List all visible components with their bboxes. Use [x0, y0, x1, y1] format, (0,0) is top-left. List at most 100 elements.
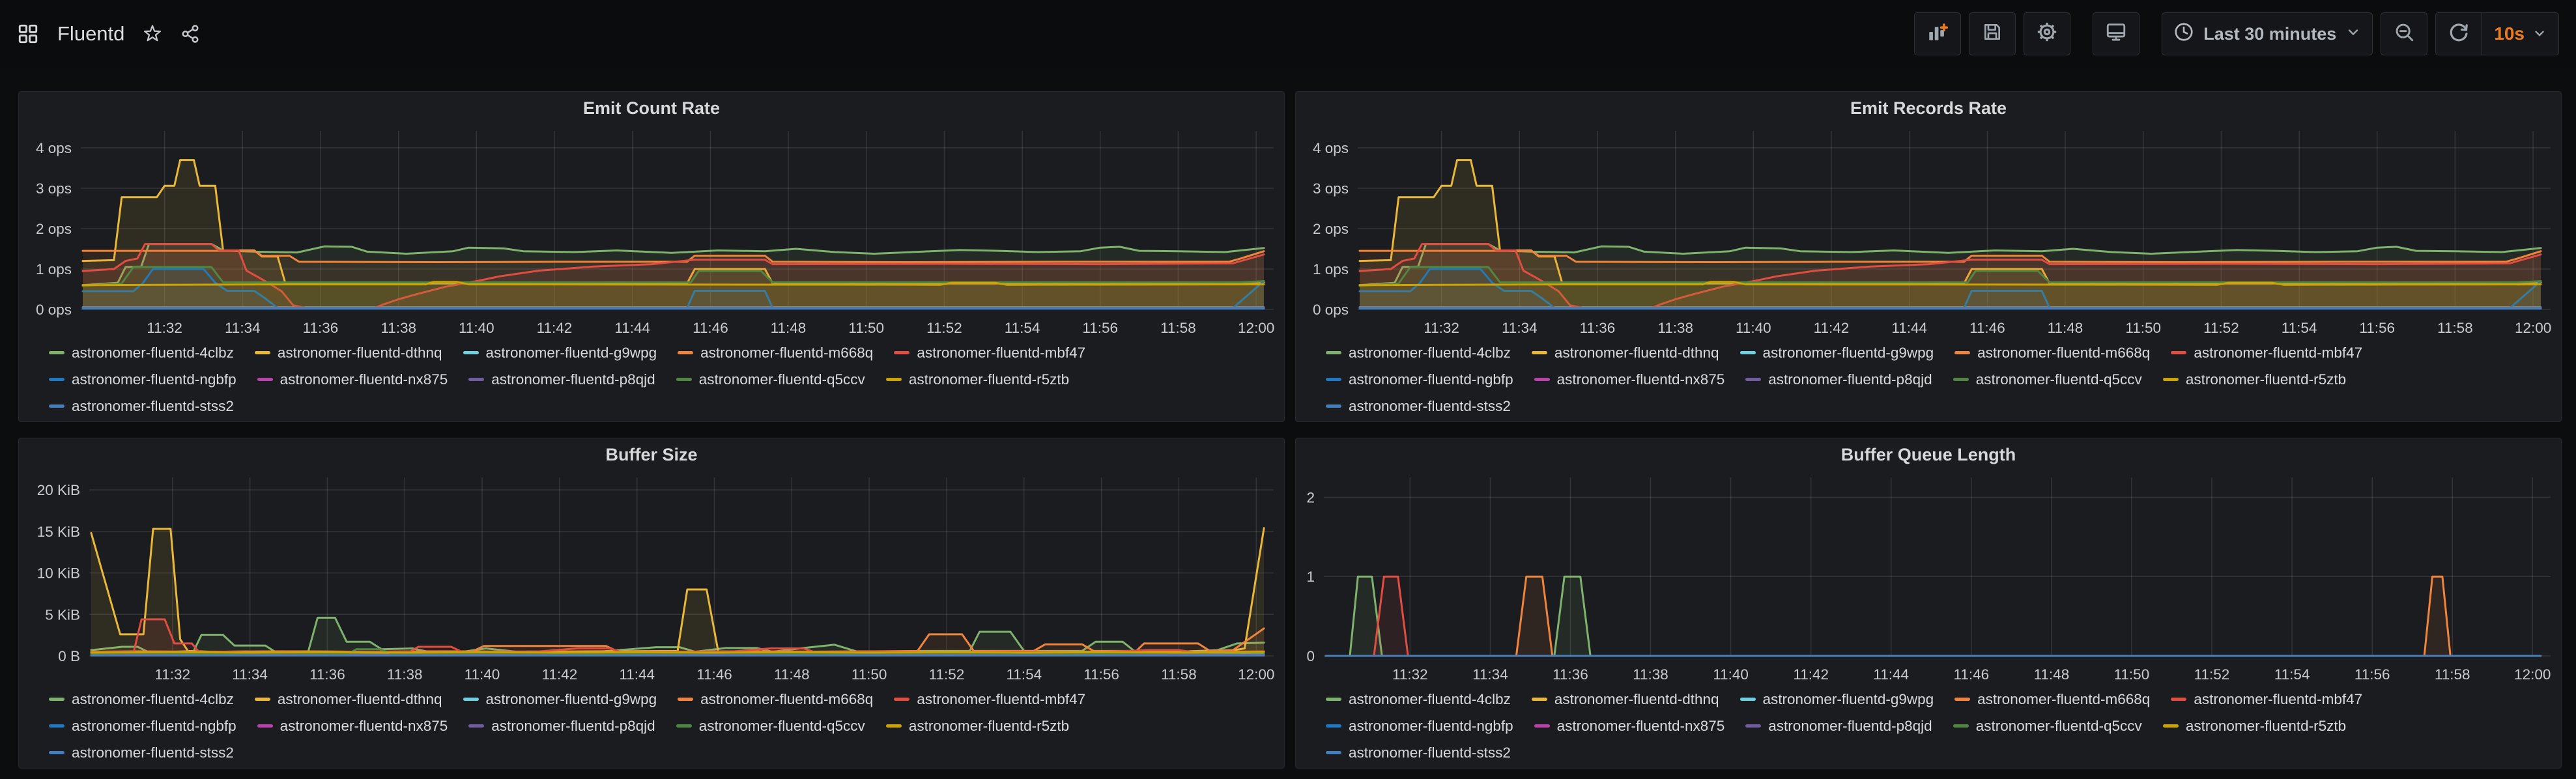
legend-series-color — [1954, 351, 1971, 354]
legend-item[interactable]: astronomer-fluentd-mbf47 — [894, 690, 1085, 709]
legend-series-name: astronomer-fluentd-r5ztb — [908, 717, 1070, 734]
star-icon[interactable] — [143, 24, 162, 44]
legend-item[interactable]: astronomer-fluentd-g9wpg — [463, 343, 657, 362]
legend-item[interactable]: astronomer-fluentd-r5ztb — [885, 716, 1070, 735]
legend-item[interactable]: astronomer-fluentd-nx875 — [257, 716, 448, 735]
legend-series-color — [1531, 698, 1547, 701]
svg-text:11:40: 11:40 — [459, 320, 494, 336]
legend-item[interactable]: astronomer-fluentd-stss2 — [49, 743, 234, 762]
legend-series-name: astronomer-fluentd-q5ccv — [1975, 371, 2142, 388]
svg-text:11:48: 11:48 — [774, 666, 810, 683]
dashboard-grid-icon[interactable] — [17, 23, 39, 45]
panel-title[interactable]: Buffer Size — [605, 444, 698, 464]
legend-item[interactable]: astronomer-fluentd-ngbfp — [49, 716, 236, 735]
dashboard-title[interactable]: Fluentd — [57, 22, 125, 45]
legend-item[interactable]: astronomer-fluentd-mbf47 — [2171, 343, 2362, 362]
legend-item[interactable]: astronomer-fluentd-dthnq — [1531, 690, 1719, 709]
legend-item[interactable]: astronomer-fluentd-dthnq — [254, 690, 442, 709]
zoom-out-icon — [2394, 21, 2414, 47]
legend-item[interactable]: astronomer-fluentd-m668q — [678, 690, 873, 709]
svg-text:11:50: 11:50 — [2125, 320, 2161, 336]
svg-text:0 ops: 0 ops — [36, 302, 72, 318]
legend-item[interactable]: astronomer-fluentd-stss2 — [1326, 397, 1511, 416]
legend-item[interactable]: astronomer-fluentd-m668q — [1954, 690, 2150, 709]
chart-emit-records-rate[interactable]: 0 ops 1 ops 2 ops 3 ops 4 ops 11:32 11:34 11:36… — [1296, 124, 2561, 339]
svg-text:2 ops: 2 ops — [36, 221, 72, 237]
legend-item[interactable]: astronomer-fluentd-ngbfp — [49, 370, 236, 389]
legend-item[interactable]: astronomer-fluentd-4clbz — [49, 343, 234, 362]
legend-item[interactable]: astronomer-fluentd-r5ztb — [2162, 370, 2346, 389]
chart-canvas[interactable]: 0 1 2 11:32 11:34 11:36 11:38 11:40 11:42 11:44 11… — [1296, 471, 2561, 686]
legend-item[interactable]: astronomer-fluentd-q5ccv — [1953, 716, 2142, 735]
legend-item[interactable]: astronomer-fluentd-mbf47 — [894, 343, 1085, 362]
panel-title[interactable]: Buffer Queue Length — [1840, 444, 2016, 464]
svg-text:11:34: 11:34 — [232, 666, 268, 683]
dashboard-settings-button[interactable] — [2024, 12, 2071, 55]
legend-item[interactable]: astronomer-fluentd-g9wpg — [1739, 343, 1934, 362]
time-range-picker[interactable]: Last 30 minutes — [2162, 12, 2373, 55]
legend-item[interactable]: astronomer-fluentd-p8qjd — [468, 370, 655, 389]
legend-series-name: astronomer-fluentd-stss2 — [1349, 397, 1511, 414]
legend-item[interactable]: astronomer-fluentd-p8qjd — [1745, 716, 1932, 735]
legend-item[interactable]: astronomer-fluentd-stss2 — [49, 397, 234, 416]
legend-item[interactable]: astronomer-fluentd-m668q — [1954, 343, 2150, 362]
legend-item[interactable]: astronomer-fluentd-mbf47 — [2171, 690, 2362, 709]
save-dashboard-button[interactable] — [1969, 12, 2016, 55]
chart-buffer-queue-length[interactable]: 0 1 2 11:32 11:34 11:36 11:38 11:40 11:42 11:44 11… — [1296, 471, 2561, 686]
add-panel-button[interactable] — [1914, 12, 1962, 55]
legend-series-color — [49, 724, 64, 728]
legend-item[interactable]: astronomer-fluentd-m668q — [678, 343, 873, 362]
legend-item[interactable]: astronomer-fluentd-g9wpg — [463, 690, 657, 709]
legend-series-name: astronomer-fluentd-q5ccv — [698, 717, 865, 734]
panel-title[interactable]: Emit Count Rate — [582, 98, 720, 118]
legend-item[interactable]: astronomer-fluentd-q5ccv — [676, 370, 865, 389]
dashboard-grid: Emit Count Rate 0 ops 1 ops 2 ops 3 ops 4 op… — [0, 68, 2576, 779]
legend-item[interactable]: astronomer-fluentd-nx875 — [1534, 370, 1724, 389]
legend-item[interactable]: astronomer-fluentd-r5ztb — [2162, 716, 2346, 735]
legend-item[interactable]: astronomer-fluentd-nx875 — [257, 370, 448, 389]
chart-canvas[interactable]: 0 ops 1 ops 2 ops 3 ops 4 ops 11:32 11:34 11:36… — [19, 124, 1284, 339]
svg-text:11:36: 11:36 — [1553, 666, 1588, 683]
legend: astronomer-fluentd-4clbz astronomer-fluen… — [19, 686, 1284, 768]
svg-text:11:32: 11:32 — [147, 320, 182, 336]
legend-item[interactable]: astronomer-fluentd-q5ccv — [1953, 370, 2142, 389]
legend-item[interactable]: astronomer-fluentd-ngbfp — [1326, 370, 1513, 389]
legend-series-name: astronomer-fluentd-ngbfp — [1349, 371, 1513, 388]
legend-series-color — [1954, 698, 1971, 701]
legend-series-color — [2162, 724, 2179, 728]
cycle-view-button[interactable] — [2093, 12, 2140, 55]
share-icon[interactable] — [180, 24, 200, 44]
refresh-button[interactable] — [2436, 13, 2482, 55]
add-panel-icon — [1926, 21, 1949, 48]
legend-series-name: astronomer-fluentd-dthnq — [1554, 344, 1719, 361]
svg-text:11:54: 11:54 — [1005, 320, 1040, 336]
legend-item[interactable]: astronomer-fluentd-ngbfp — [1326, 716, 1513, 735]
legend-item[interactable]: astronomer-fluentd-g9wpg — [1739, 690, 1934, 709]
panel-title[interactable]: Emit Records Rate — [1850, 98, 2007, 118]
legend-item[interactable]: astronomer-fluentd-nx875 — [1534, 716, 1724, 735]
chart-buffer-size[interactable]: 0 B 5 KiB 10 KiB 15 KiB 20 KiB 11:32 11:34 11:3… — [19, 471, 1284, 686]
legend-item[interactable]: astronomer-fluentd-q5ccv — [676, 716, 865, 735]
chart-canvas[interactable]: 0 ops 1 ops 2 ops 3 ops 4 ops 11:32 11:34 11:36… — [1296, 124, 2561, 339]
refresh-interval-dropdown[interactable]: 10s — [2482, 13, 2558, 55]
legend-item[interactable]: astronomer-fluentd-4clbz — [49, 690, 234, 709]
legend-series-name: astronomer-fluentd-m668q — [1977, 344, 2151, 361]
legend-item[interactable]: astronomer-fluentd-p8qjd — [1745, 370, 1932, 389]
chart-canvas[interactable]: 0 B 5 KiB 10 KiB 15 KiB 20 KiB 11:32 11:34 11:3… — [19, 471, 1284, 686]
legend: astronomer-fluentd-4clbz astronomer-fluen… — [1296, 339, 2561, 421]
legend-series-name: astronomer-fluentd-m668q — [1977, 690, 2151, 707]
svg-text:1 ops: 1 ops — [36, 261, 72, 277]
legend-item[interactable]: astronomer-fluentd-r5ztb — [885, 370, 1069, 389]
chart-emit-count-rate[interactable]: 0 ops 1 ops 2 ops 3 ops 4 ops 11:32 11:34 11:36… — [19, 124, 1284, 339]
legend-item[interactable]: astronomer-fluentd-stss2 — [1326, 743, 1511, 762]
legend-item[interactable]: astronomer-fluentd-4clbz — [1326, 690, 1511, 709]
monitor-icon — [2105, 21, 2127, 48]
legend-item[interactable]: astronomer-fluentd-dthnq — [254, 343, 442, 362]
legend-item[interactable]: astronomer-fluentd-4clbz — [1326, 343, 1511, 362]
legend-item[interactable]: astronomer-fluentd-p8qjd — [468, 716, 655, 735]
svg-text:11:58: 11:58 — [1160, 320, 1196, 336]
legend-item[interactable]: astronomer-fluentd-dthnq — [1531, 343, 1719, 362]
panel-buffer-size: Buffer Size 0 B 5 KiB 10 KiB 15 KiB 20 KiB 11… — [18, 438, 1285, 769]
legend-series-name: astronomer-fluentd-mbf47 — [2194, 690, 2363, 707]
zoom-out-button[interactable] — [2381, 12, 2428, 55]
